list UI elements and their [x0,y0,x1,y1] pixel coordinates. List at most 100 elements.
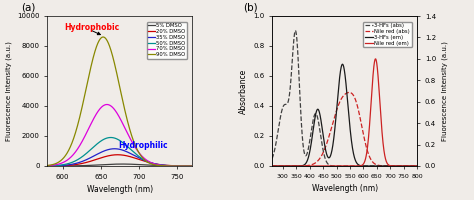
Line: 3-HFs (abs): 3-HFs (abs) [272,31,417,166]
35% DMSO [112,148,118,150]
Nile red (em) [373,58,378,60]
20% DMSO [115,154,120,156]
Nile red (abs) [286,165,292,167]
5% DMSO [159,164,164,167]
X-axis label: Wavelength (nm): Wavelength (nm) [311,184,378,193]
Nile red (em) [414,165,420,167]
Line: 35% DMSO: 35% DMSO [47,149,192,166]
90% DMSO [111,61,117,63]
5% DMSO [190,165,195,167]
70% DMSO [190,165,195,167]
Text: Hydrophilic: Hydrophilic [119,141,168,150]
35% DMSO [52,165,58,167]
Nile red (em) [396,165,401,167]
Text: (b): (b) [243,2,258,12]
70% DMSO [45,164,50,167]
Nile red (em) [294,165,300,167]
Line: 3-HFs (em): 3-HFs (em) [272,64,417,166]
3-HFs (em) [294,165,300,167]
90% DMSO [52,163,58,165]
50% DMSO [108,136,114,139]
Nile red (abs) [414,165,420,167]
35% DMSO [185,165,191,167]
50% DMSO [185,165,191,167]
20% DMSO [159,164,164,166]
50% DMSO [115,138,121,141]
Nile red (em) [269,165,275,167]
20% DMSO [185,165,191,167]
35% DMSO [45,165,50,167]
Nile red (abs) [331,118,337,120]
90% DMSO [100,36,106,38]
Line: 5% DMSO: 5% DMSO [47,164,192,166]
20% DMSO [115,154,121,156]
3-HFs (abs) [294,44,300,46]
50% DMSO [52,164,58,167]
5% DMSO [119,163,125,165]
90% DMSO [190,165,195,167]
3-HFs (abs) [269,157,275,160]
Line: 90% DMSO: 90% DMSO [47,37,192,166]
Nile red (abs) [346,91,352,94]
90% DMSO [159,165,164,167]
3-HFs (abs) [325,163,331,165]
Nile red (abs) [294,165,300,167]
20% DMSO [52,165,58,167]
20% DMSO [111,154,117,156]
Line: 70% DMSO: 70% DMSO [47,105,192,166]
35% DMSO [159,164,164,166]
70% DMSO [185,165,191,167]
3-HFs (em) [286,165,292,167]
Nile red (abs) [396,165,401,167]
35% DMSO [111,148,117,150]
20% DMSO [45,165,50,167]
90% DMSO [185,165,191,167]
3-HFs (em) [396,165,401,167]
Y-axis label: Fluorescence Intensity (a.u.): Fluorescence Intensity (a.u.) [5,41,12,141]
20% DMSO [185,165,191,167]
3-HFs (abs) [411,165,417,167]
3-HFs (abs) [414,165,420,167]
Line: Nile red (em): Nile red (em) [272,59,417,166]
Legend: 3-HFs (abs), Nile red (abs), 3-HFs (em), Nile red (em): 3-HFs (abs), Nile red (abs), 3-HFs (em),… [363,22,411,47]
3-HFs (em) [340,63,346,65]
Y-axis label: Absorbance: Absorbance [239,68,248,114]
Nile red (abs) [325,139,330,142]
Line: 20% DMSO: 20% DMSO [47,155,192,166]
70% DMSO [111,108,117,110]
Nile red (em) [331,165,337,167]
3-HFs (abs) [396,165,401,167]
70% DMSO [185,165,191,167]
50% DMSO [185,165,191,167]
3-HFs (em) [414,165,420,167]
90% DMSO [115,78,121,80]
Nile red (abs) [269,165,275,167]
5% DMSO [185,165,191,167]
50% DMSO [159,164,164,166]
50% DMSO [190,165,195,167]
3-HFs (abs) [286,98,292,101]
Nile red (em) [411,165,417,167]
5% DMSO [111,163,117,165]
35% DMSO [115,148,121,150]
Line: 50% DMSO: 50% DMSO [47,138,192,166]
Text: (a): (a) [21,2,36,12]
3-HFs (em) [411,165,417,167]
Nile red (em) [325,165,330,167]
70% DMSO [115,114,121,116]
5% DMSO [52,165,58,167]
70% DMSO [104,103,110,106]
Y-axis label: Fluorescence Intensity (a.u.): Fluorescence Intensity (a.u.) [442,41,448,141]
Legend: 5% DMSO, 20% DMSO, 35% DMSO, 50% DMSO, 70% DMSO, 90% DMSO: 5% DMSO, 20% DMSO, 35% DMSO, 50% DMSO, 7… [146,22,187,59]
5% DMSO [115,163,121,165]
Text: Hydrophobic: Hydrophobic [64,22,119,31]
Nile red (em) [286,165,292,167]
70% DMSO [159,164,164,166]
X-axis label: Wavelength (nm): Wavelength (nm) [87,185,153,194]
90% DMSO [185,165,191,167]
35% DMSO [185,165,191,167]
Nile red (abs) [411,165,417,167]
35% DMSO [190,165,195,167]
90% DMSO [45,164,50,167]
5% DMSO [185,165,191,167]
